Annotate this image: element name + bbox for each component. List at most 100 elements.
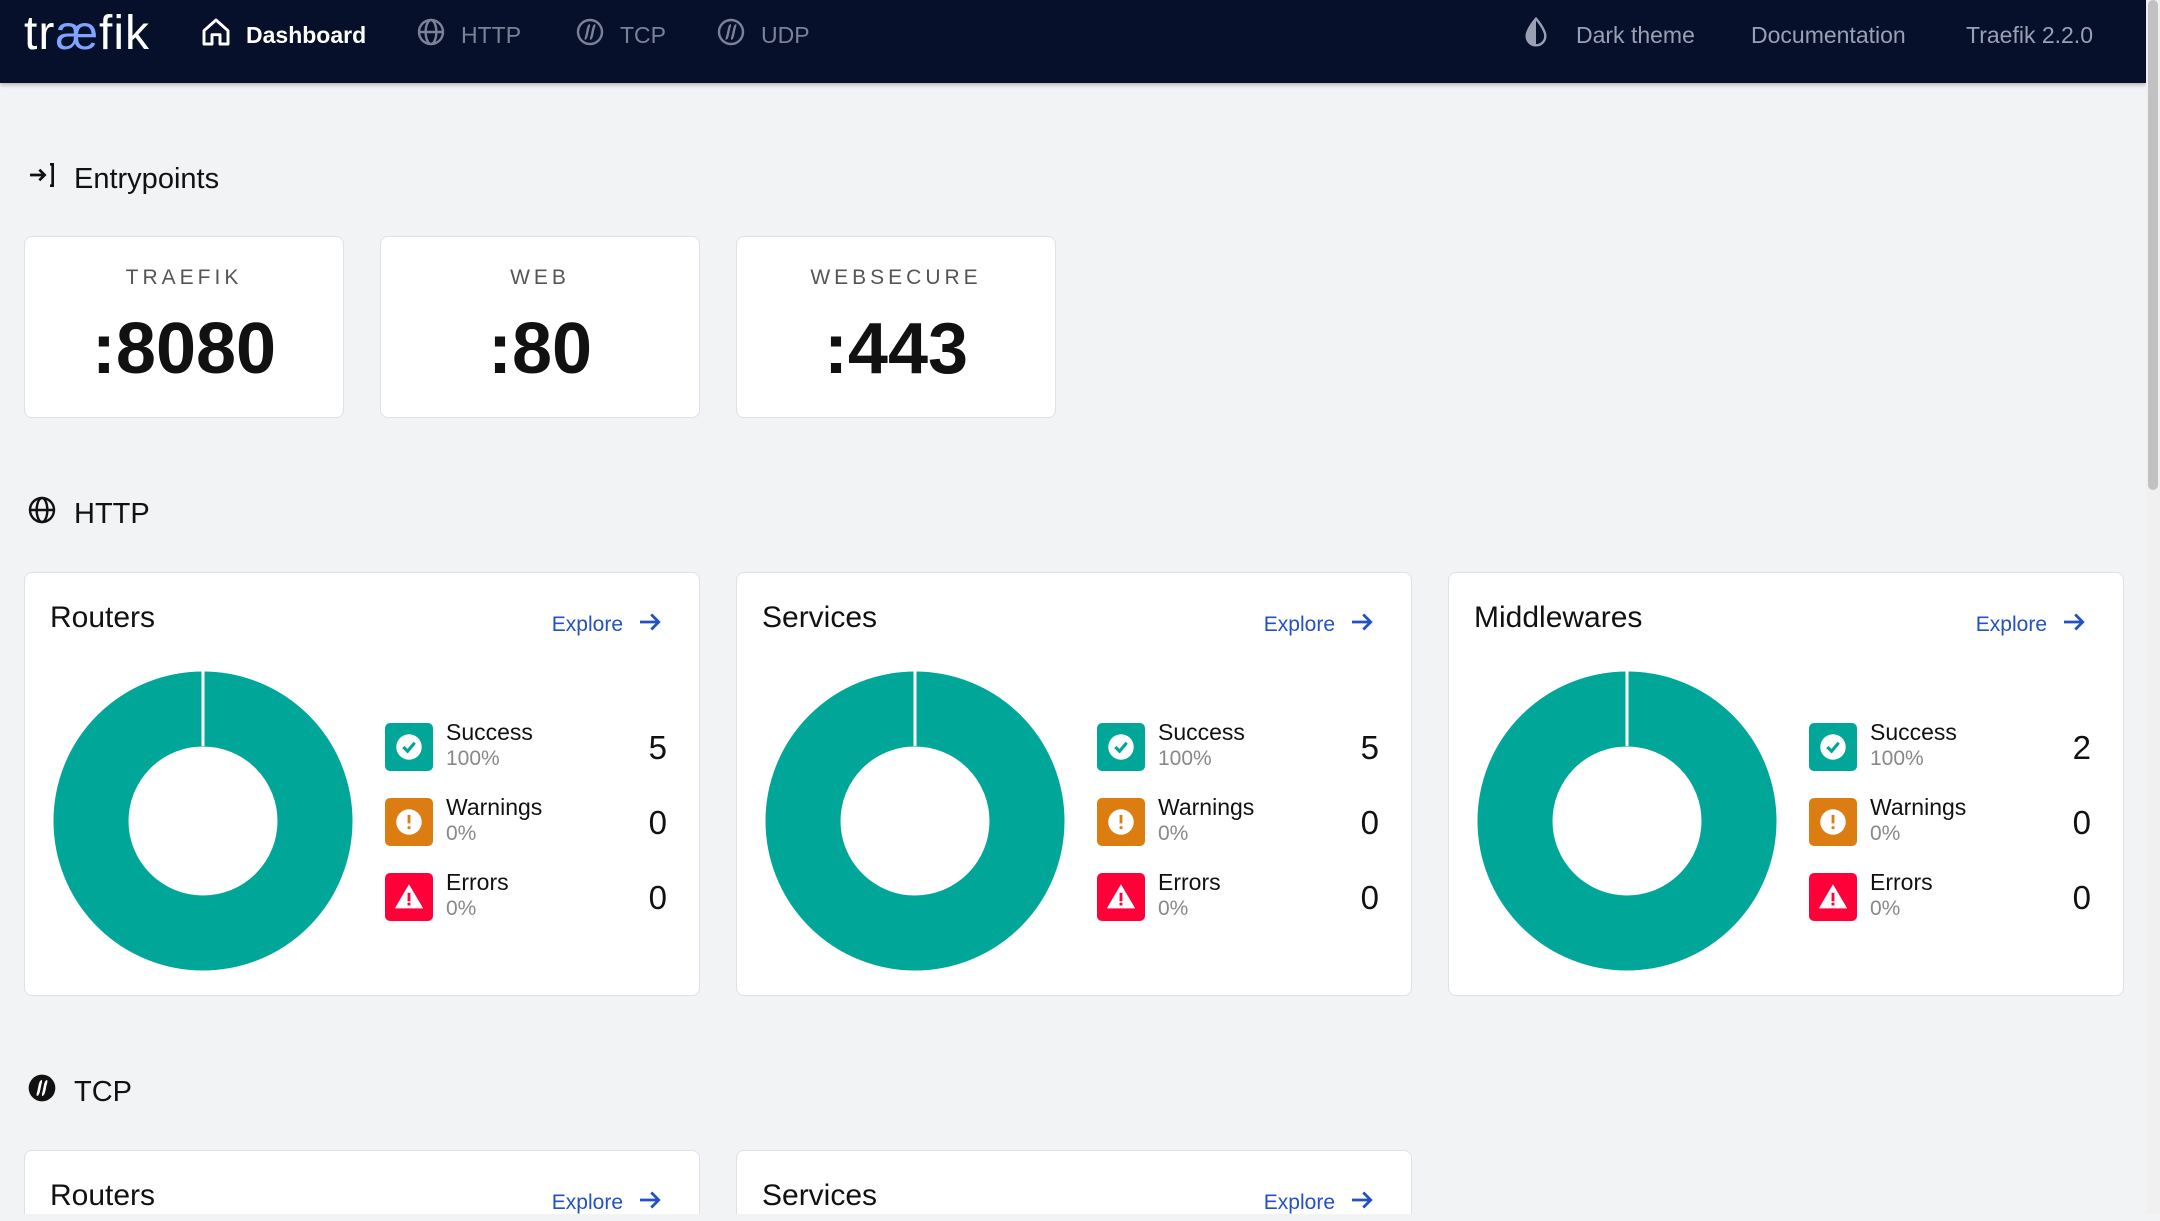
documentation-link[interactable]: Documentation	[1751, 0, 1906, 70]
legend-label: Success	[1158, 719, 1245, 745]
http-section-title: HTTP	[26, 494, 150, 534]
entrypoint-card-web: WEB :80	[380, 236, 700, 418]
explore-link[interactable]: Explore	[1264, 1185, 1377, 1221]
top-navbar: træfik Dashboard HTTP TCP UDP Dark theme…	[0, 0, 2146, 83]
nav-tcp-label: TCP	[620, 21, 666, 48]
status-donut-chart	[1477, 671, 1777, 971]
legend-success: Success 100% 2	[1809, 719, 2091, 775]
nav-dashboard-label: Dashboard	[246, 21, 367, 48]
warning-exclamation-icon	[385, 798, 433, 846]
tcp-title: TCP	[74, 1075, 132, 1108]
arrow-right-icon	[2059, 607, 2089, 643]
explore-label: Explore	[1263, 1191, 1335, 1214]
card-title: Routers	[50, 1179, 156, 1212]
nav-udp[interactable]: UDP	[715, 0, 810, 70]
http-title: HTTP	[74, 497, 150, 530]
nav-dashboard[interactable]: Dashboard	[200, 0, 366, 70]
http-services-card: Services Explore Success 100% 5 Warnings…	[736, 572, 1412, 996]
card-title: Middlewares	[1474, 601, 1643, 634]
nav-tcp[interactable]: TCP	[574, 0, 666, 70]
tcp-services-card: Services Explore	[736, 1150, 1412, 1214]
legend-count: 2	[2072, 729, 2091, 766]
tcp-icon	[574, 16, 606, 54]
error-triangle-icon	[1097, 873, 1145, 921]
legend-label: Errors	[446, 869, 509, 895]
entrypoint-arrow-icon	[26, 159, 58, 199]
entrypoint-port: :80	[487, 309, 593, 389]
entrypoint-card-websecure: WEBSECURE :443	[736, 236, 1056, 418]
udp-icon	[715, 16, 747, 54]
explore-link[interactable]: Explore	[552, 607, 665, 643]
arrow-right-icon	[1347, 607, 1377, 643]
legend-errors: Errors 0% 0	[1809, 869, 2091, 925]
arrow-right-icon	[635, 607, 665, 643]
explore-link[interactable]: Explore	[1264, 607, 1377, 643]
droplet-icon	[1520, 16, 1552, 54]
explore-label: Explore	[1263, 613, 1335, 636]
legend-errors: Errors 0% 0	[385, 869, 667, 925]
legend-label: Errors	[1870, 869, 1933, 895]
legend-count: 5	[648, 729, 667, 766]
legend-percent: 0%	[446, 822, 477, 845]
tcp-icon	[26, 1072, 58, 1112]
explore-label: Explore	[551, 1191, 623, 1214]
legend-count: 0	[1360, 879, 1379, 916]
legend-warnings: Warnings 0% 0	[1809, 794, 2091, 850]
legend-percent: 100%	[446, 747, 500, 770]
legend-count: 0	[1360, 804, 1379, 841]
legend-count: 0	[648, 879, 667, 916]
http-middlewares-card: Middlewares Explore Success 100% 2 Warni…	[1448, 572, 2124, 996]
version-text: Traefik 2.2.0	[1966, 21, 2093, 48]
error-triangle-icon	[385, 873, 433, 921]
card-title: Services	[762, 601, 878, 634]
legend-warnings: Warnings 0% 0	[1097, 794, 1379, 850]
entrypoint-card-traefik: TRAEFIK :8080	[24, 236, 344, 418]
legend-label: Warnings	[1870, 794, 1967, 820]
entrypoints-title: Entrypoints	[74, 162, 220, 195]
traefik-logo[interactable]: træfik	[24, 7, 151, 60]
nav-http-label: HTTP	[461, 21, 522, 48]
success-check-icon	[1097, 723, 1145, 771]
explore-label: Explore	[1975, 613, 2047, 636]
nav-http[interactable]: HTTP	[415, 0, 521, 70]
success-check-icon	[1809, 723, 1857, 771]
explore-link[interactable]: Explore	[1976, 607, 2089, 643]
legend-success: Success 100% 5	[1097, 719, 1379, 775]
entrypoint-name: WEB	[510, 266, 570, 289]
status-donut-chart	[765, 671, 1065, 971]
legend-percent: 0%	[1870, 822, 1901, 845]
legend-errors: Errors 0% 0	[1097, 869, 1379, 925]
legend-label: Warnings	[446, 794, 543, 820]
documentation-label: Documentation	[1751, 21, 1906, 48]
legend-count: 5	[1360, 729, 1379, 766]
success-check-icon	[385, 723, 433, 771]
legend-label: Errors	[1158, 869, 1221, 895]
globe-icon	[26, 494, 58, 534]
dark-theme-label: Dark theme	[1576, 21, 1695, 48]
entrypoints-section-title: Entrypoints	[26, 159, 219, 199]
legend-count: 0	[2072, 804, 2091, 841]
legend-percent: 0%	[1870, 897, 1901, 920]
legend-percent: 0%	[1158, 897, 1189, 920]
error-triangle-icon	[1809, 873, 1857, 921]
dark-theme-toggle[interactable]: Dark theme	[1520, 0, 1695, 70]
tcp-section-title: TCP	[26, 1072, 132, 1112]
legend-percent: 0%	[1158, 822, 1189, 845]
explore-link[interactable]: Explore	[552, 1185, 665, 1221]
entrypoint-name: WEBSECURE	[810, 266, 982, 289]
arrow-right-icon	[1347, 1185, 1377, 1221]
arrow-right-icon	[635, 1185, 665, 1221]
warning-exclamation-icon	[1097, 798, 1145, 846]
card-title: Services	[762, 1179, 878, 1212]
legend-label: Warnings	[1158, 794, 1255, 820]
home-icon	[200, 16, 232, 54]
legend-label: Success	[1870, 719, 1957, 745]
globe-icon	[415, 16, 447, 54]
legend-percent: 100%	[1158, 747, 1212, 770]
legend-warnings: Warnings 0% 0	[385, 794, 667, 850]
legend-count: 0	[648, 804, 667, 841]
legend-count: 0	[2072, 879, 2091, 916]
scrollbar-thumb[interactable]	[2148, 0, 2158, 490]
warning-exclamation-icon	[1809, 798, 1857, 846]
legend-percent: 100%	[1870, 747, 1924, 770]
